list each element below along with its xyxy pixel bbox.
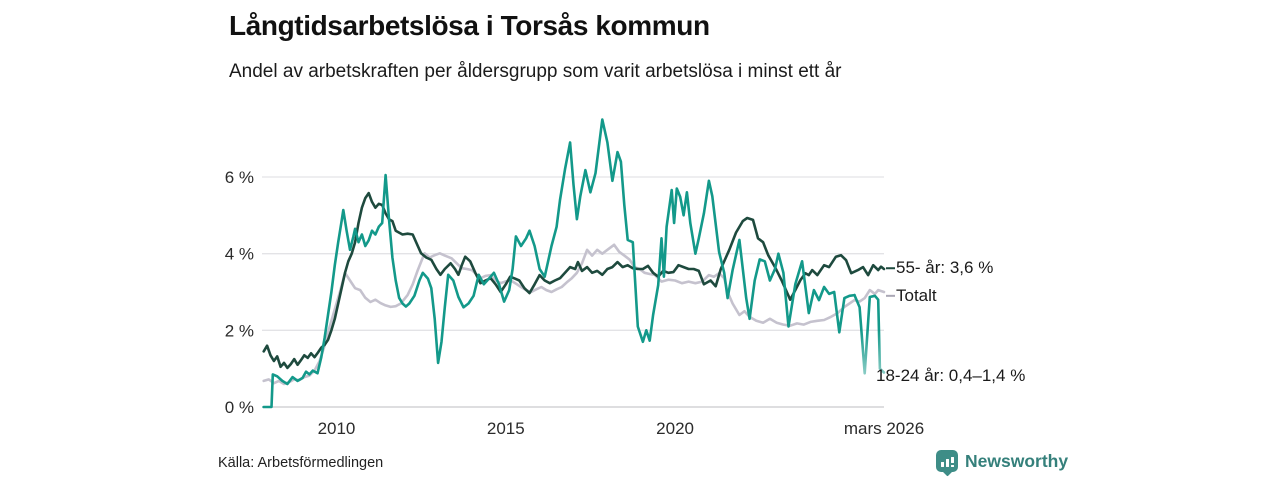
series-line-0 xyxy=(262,243,886,386)
brand-name: Newsworthy xyxy=(965,450,1069,471)
series-line-2 xyxy=(262,118,856,409)
series-line-1 xyxy=(262,191,886,370)
y-tick-label: 6 % xyxy=(225,168,254,187)
chart-title: Långtidsarbetslösa i Torsås kommun xyxy=(229,10,710,41)
x-tick-label: 2015 xyxy=(487,419,525,438)
series-label-totalt: Totalt xyxy=(896,285,937,305)
y-tick-label: 4 % xyxy=(225,245,254,264)
brand-logo: Newsworthy xyxy=(936,450,1069,476)
chart-subtitle: Andel av arbetskraften per åldersgrupp s… xyxy=(229,61,842,82)
y-tick-label: 0 % xyxy=(225,398,254,417)
x-tick-label: mars 2026 xyxy=(844,419,924,438)
newsworthy-bar-chart-icon xyxy=(936,450,958,476)
source-note: Källa: Arbetsförmedlingen xyxy=(218,455,384,471)
x-tick-label: 2010 xyxy=(318,419,356,438)
series-label-18-24: 18-24 år: 0,4–1,4 % xyxy=(876,365,1026,385)
series-label-55: 55- år: 3,6 % xyxy=(896,258,994,278)
x-tick-label: 2020 xyxy=(656,419,694,438)
y-tick-label: 2 % xyxy=(225,321,254,340)
series-line-2-forecast-tail xyxy=(853,293,886,375)
